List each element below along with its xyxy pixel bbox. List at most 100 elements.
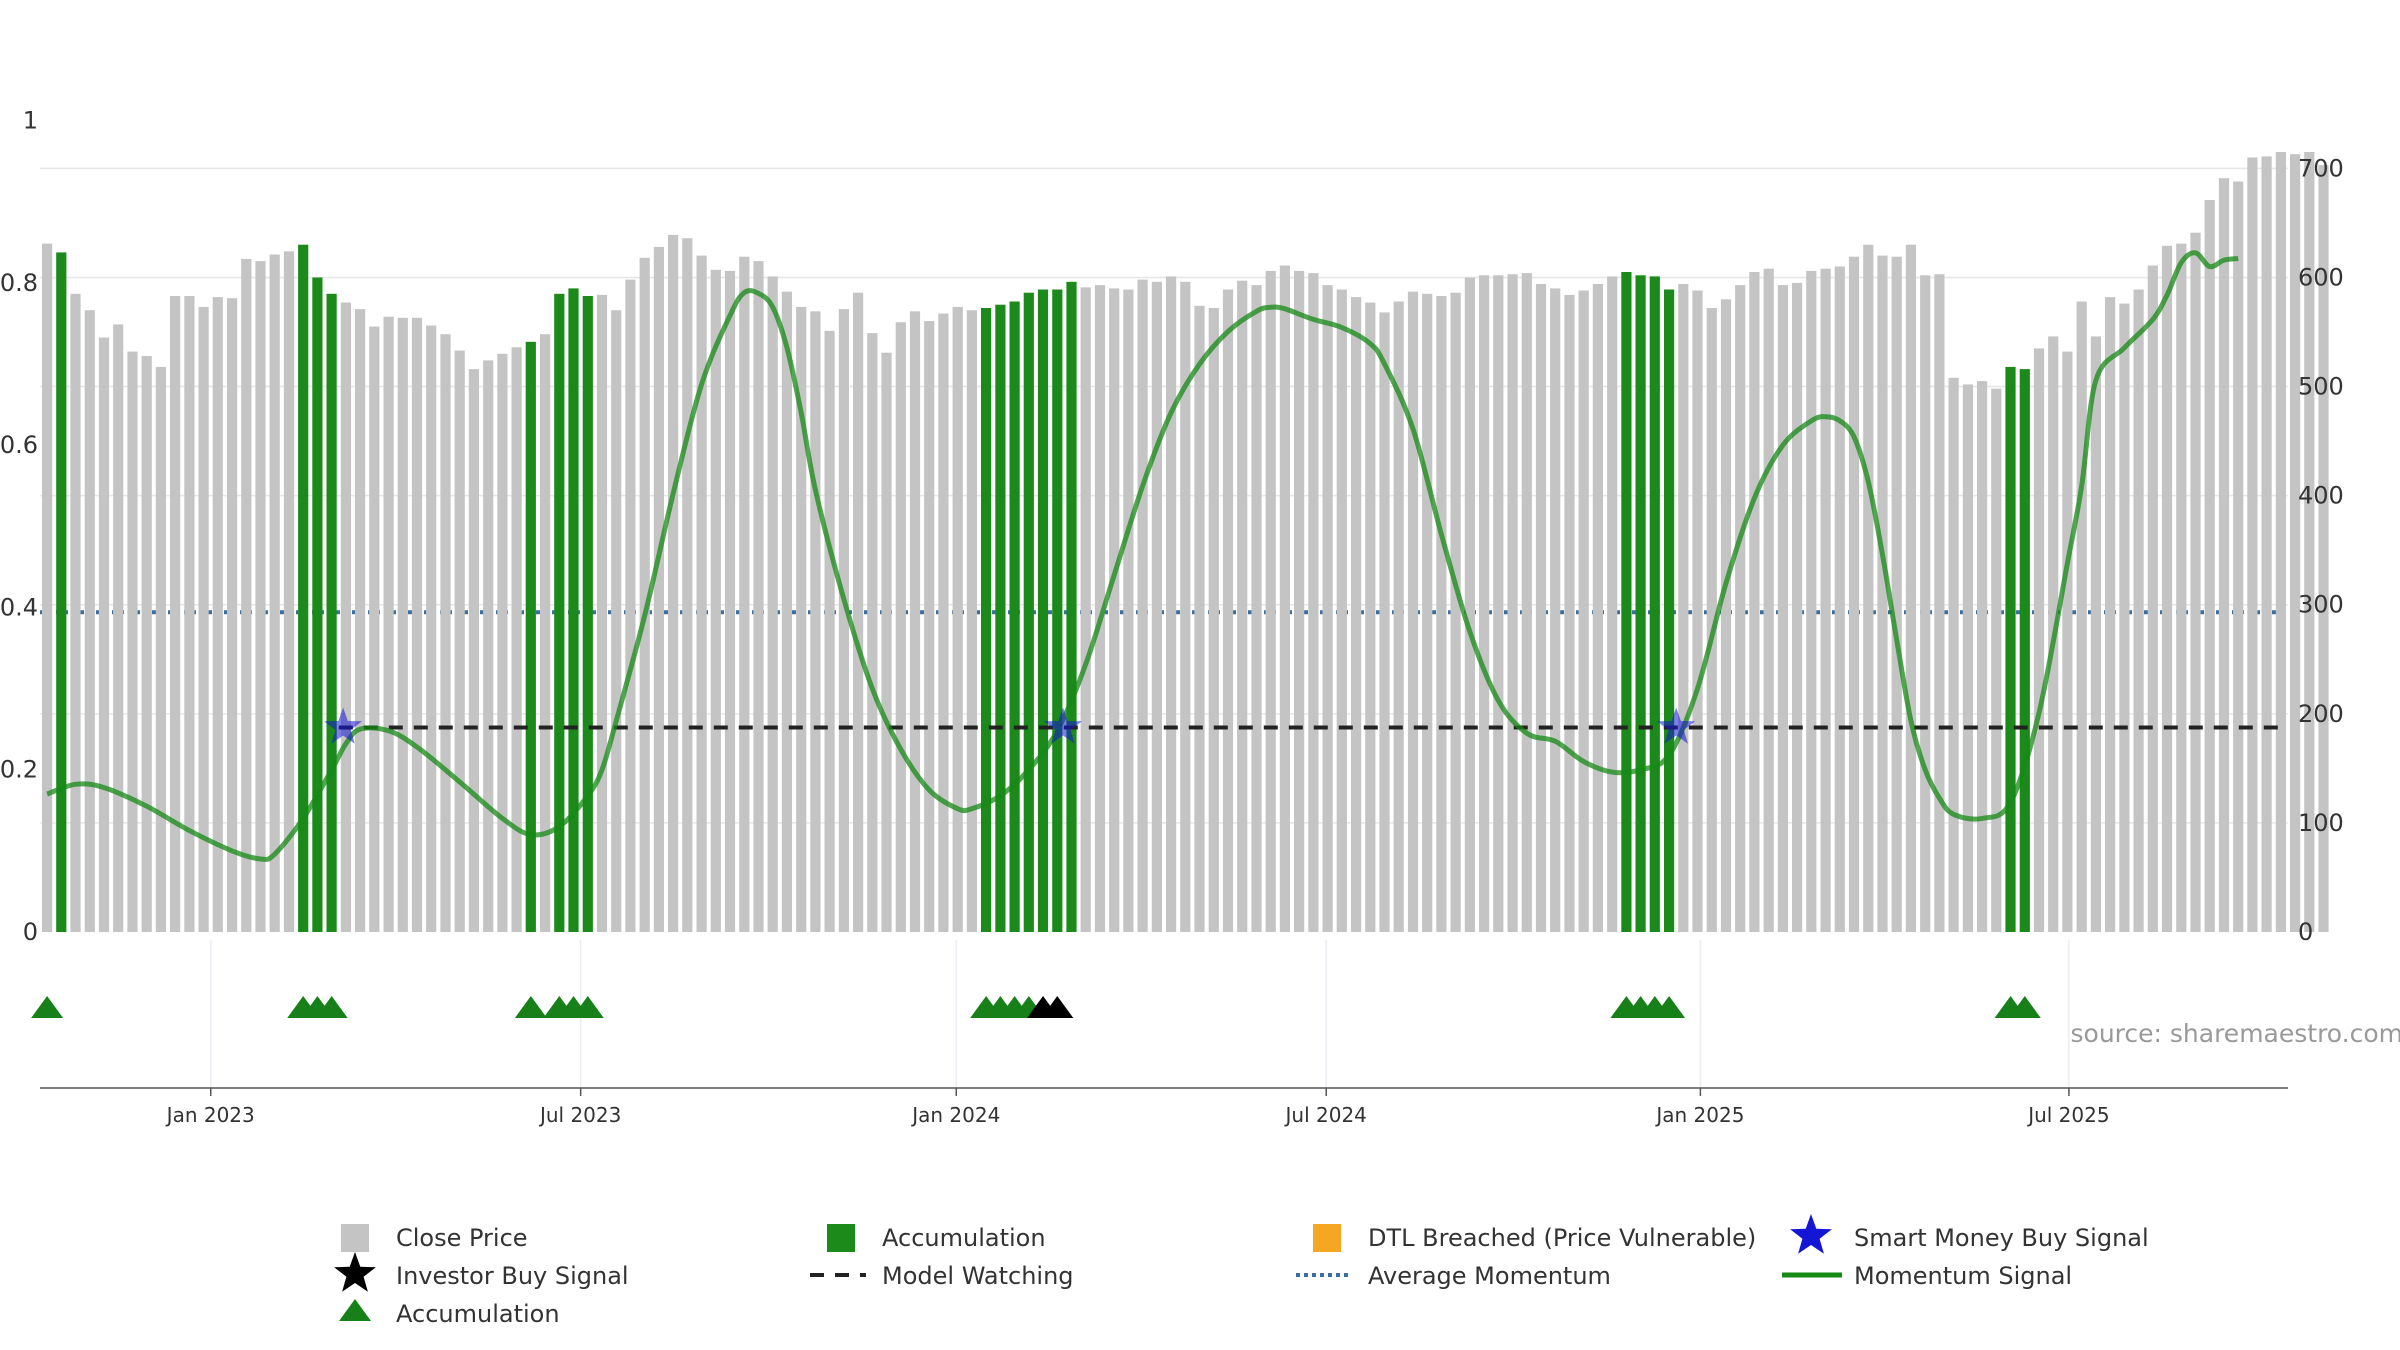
price-bar [611, 310, 622, 932]
accumulation-triangle-icon [571, 996, 604, 1018]
price-bar [511, 347, 522, 932]
price-bar [867, 333, 878, 933]
price-bar [70, 293, 81, 932]
price-bar [895, 322, 906, 932]
source-label: source: sharemaestro.com [2071, 1019, 2400, 1048]
x-axis-tick-label: Jan 2025 [1654, 1103, 1744, 1127]
price-bar [198, 306, 209, 932]
price-bar [2147, 265, 2158, 932]
accumulation-bar [1009, 301, 1020, 932]
price-bar [824, 330, 835, 932]
accumulation-bar [981, 308, 992, 932]
price-bar [2133, 289, 2144, 932]
price-bar [710, 269, 721, 932]
accumulation-bar [1037, 289, 1049, 932]
price-bar [881, 352, 892, 932]
price-bar [355, 309, 366, 933]
right-axis-tick: 400 [2298, 482, 2344, 510]
price-bar [1521, 273, 1532, 933]
legend-dtl-swatch [1313, 1224, 1341, 1252]
x-axis-tick-label: Jul 2025 [2026, 1103, 2109, 1127]
price-bar [340, 302, 351, 932]
price-bar [1777, 285, 1788, 933]
accumulation-triangle-icon [31, 996, 64, 1018]
x-axis-tick-label: Jan 2024 [910, 1103, 1000, 1127]
price-bar [2247, 157, 2258, 932]
price-bar [1180, 281, 1191, 932]
legend-investor-star-icon [334, 1252, 376, 1292]
accumulation-bar [582, 296, 593, 932]
price-bar [1877, 255, 1888, 933]
price-bar [283, 251, 295, 933]
legend-close-price-label: Close Price [396, 1224, 528, 1252]
price-bar [1123, 289, 1134, 932]
left-axis-tick: 0.8 [0, 269, 38, 297]
legend-momentum-signal-label: Momentum Signal [1854, 1262, 2072, 1290]
price-bar [84, 310, 95, 932]
price-bar [1080, 287, 1091, 932]
price-bar [682, 238, 693, 932]
price-bar [1735, 285, 1746, 933]
price-bar [1251, 285, 1262, 933]
price-bar [2033, 348, 2045, 932]
price-bar [2290, 154, 2301, 932]
price-bar [1265, 270, 1276, 932]
price-bar [838, 309, 849, 933]
accumulation-triangle-icon [315, 996, 348, 1018]
price-bar [1436, 296, 1447, 932]
price-bar [468, 369, 479, 933]
accumulation-bar [2005, 366, 2016, 932]
price-bar [155, 366, 166, 932]
price-bar [411, 317, 423, 932]
price-bar [1991, 388, 2002, 932]
price-bar [241, 258, 252, 932]
left-axis: 0 0.2 0.4 0.6 0.8 1 [0, 107, 38, 946]
legend-smart-money-star-icon [1790, 1214, 1832, 1254]
price-bar [853, 292, 864, 932]
legend-investor-buy-label: Investor Buy Signal [396, 1262, 629, 1290]
price-bar [1351, 297, 1362, 933]
price-bar [1720, 299, 1732, 932]
price-bar [397, 317, 408, 932]
accumulation-bar [56, 252, 67, 932]
price-bar [1607, 276, 1618, 932]
accumulation-bar [298, 244, 309, 932]
left-axis-tick: 0.4 [0, 593, 38, 621]
price-bar [924, 321, 935, 933]
price-bar [1109, 288, 1120, 932]
legend-accumulation-bar-label: Accumulation [882, 1224, 1046, 1252]
price-bar [1692, 290, 1703, 932]
price-bar [1848, 256, 1860, 932]
legend-dtl-breached-label: DTL Breached (Price Vulnerable) [1368, 1224, 1756, 1252]
price-bar [724, 270, 736, 932]
price-bar [2105, 297, 2116, 933]
price-bar [753, 261, 764, 933]
price-bar [1962, 384, 1973, 932]
momentum-signal-line [46, 250, 2239, 862]
price-bar [227, 298, 238, 932]
price-bar [1208, 308, 1219, 932]
right-axis-tick: 600 [2298, 263, 2344, 291]
smart-money-star-icon [1657, 707, 1696, 744]
x-axis-tick-label: Jul 2024 [1284, 1103, 1367, 1127]
price-bar [952, 306, 963, 932]
price-bar [1308, 273, 1319, 933]
price-bar [170, 296, 181, 932]
price-bar [739, 256, 750, 932]
price-bar [1834, 266, 1845, 932]
price-bar [1934, 274, 1945, 932]
price-bar [1450, 292, 1461, 932]
price-bar [1749, 272, 1760, 932]
accumulation-triangle-icon [514, 996, 547, 1018]
price-bar [1863, 244, 1874, 932]
price-bar [1393, 301, 1404, 932]
price-bar [1763, 268, 1774, 932]
price-bar [668, 234, 679, 932]
price-bar [42, 243, 53, 933]
price-bar [2218, 178, 2230, 932]
price-bar [1706, 308, 1717, 932]
price-bar [2304, 152, 2315, 932]
accumulation-bar [2019, 369, 2030, 933]
price-bar [938, 313, 949, 932]
